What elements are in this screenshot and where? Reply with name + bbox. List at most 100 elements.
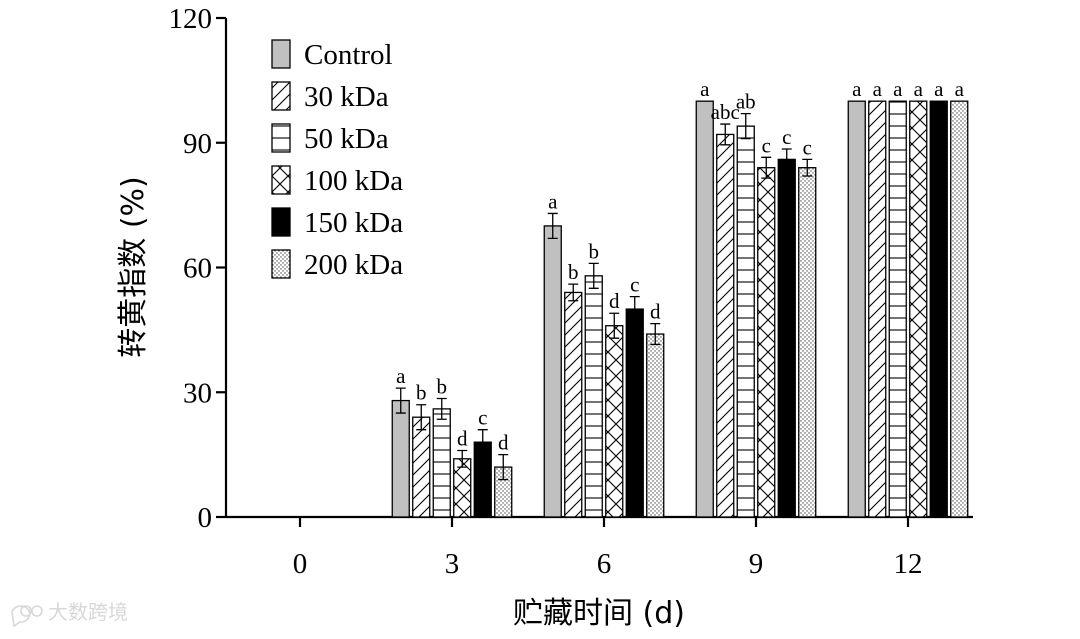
error-bar: [588, 262, 599, 289]
significance-label: c: [762, 133, 771, 157]
bar: [888, 100, 907, 518]
significance-label: ab: [736, 90, 756, 114]
y-tick-label: 0: [198, 502, 213, 534]
significance-label: a: [934, 77, 944, 101]
legend-label: Control: [304, 39, 393, 71]
significance-label: c: [630, 273, 639, 297]
legend-swatch: [271, 123, 291, 153]
significance-label: a: [548, 189, 558, 213]
error-bar: [740, 112, 751, 140]
error-bar: [802, 158, 813, 177]
significance-label: d: [457, 426, 468, 450]
bar: [798, 167, 817, 518]
bar: [391, 399, 410, 518]
error-bar: [395, 387, 406, 414]
legend-swatch: [271, 39, 291, 69]
significance-label: b: [416, 381, 427, 405]
bar: [432, 408, 451, 518]
bar: [736, 125, 755, 518]
error-bar: [761, 156, 772, 179]
error-bar: [720, 123, 731, 146]
significance-label: c: [478, 406, 487, 430]
significance-label: b: [589, 239, 600, 263]
legend-label: 30 kDa: [304, 81, 389, 113]
significance-label: abc: [711, 100, 740, 124]
error-bar: [650, 322, 661, 346]
bar: [412, 416, 431, 518]
legend: Control 30 kDa 50 kDa 100 kDa 150 kDa 200 kDa: [271, 39, 403, 281]
y-tick-label: 120: [169, 3, 213, 35]
legend-item: 30 kDa: [271, 81, 389, 113]
bar: [543, 225, 562, 518]
significance-label: d: [609, 289, 620, 313]
legend-swatch: [271, 249, 291, 279]
legend-item: 200 kDa: [271, 249, 403, 281]
y-tick-label: 30: [183, 377, 212, 409]
error-bar: [436, 397, 447, 420]
x-tick-label: 6: [597, 548, 612, 580]
legend-item: 150 kDa: [271, 207, 403, 239]
error-bar: [629, 295, 640, 323]
bar: [847, 100, 866, 518]
chat-bubble-icon: [11, 605, 43, 628]
bar: [716, 133, 735, 518]
legend-label: 200 kDa: [304, 249, 403, 281]
error-bar: [568, 283, 579, 302]
significance-label: d: [650, 300, 661, 324]
bars: [391, 100, 969, 518]
watermark-text: 大数跨境: [48, 600, 128, 624]
error-bar: [477, 429, 488, 456]
legend-item: 50 kDa: [271, 123, 389, 155]
significance-label: a: [852, 77, 862, 101]
significance-label: c: [782, 125, 791, 149]
significance-label: b: [568, 260, 579, 284]
significance-label: a: [893, 77, 903, 101]
bar: [584, 275, 603, 518]
bar: [950, 100, 969, 518]
x-axis-title: 贮藏时间 (d): [513, 596, 685, 631]
significance-label: a: [914, 77, 924, 101]
y-ticks: 0 30 60 90 120: [169, 3, 226, 534]
x-tick-label: 12: [894, 548, 923, 580]
legend-label: 50 kDa: [304, 123, 389, 155]
bar: [868, 100, 887, 518]
bar: [929, 100, 948, 518]
significance-label: b: [437, 374, 448, 398]
legend-swatch: [271, 165, 291, 195]
y-tick-label: 90: [183, 128, 212, 160]
significance-label: c: [803, 135, 812, 159]
legend-item: 100 kDa: [271, 165, 403, 197]
x-tick-label: 3: [445, 548, 460, 580]
significance-label: a: [955, 77, 965, 101]
bar: [777, 158, 796, 518]
legend-swatch: [271, 207, 291, 237]
error-bar: [609, 312, 620, 339]
bar: [625, 308, 644, 518]
legend-item: Control: [271, 39, 393, 71]
bar: [695, 100, 714, 518]
x-ticks: 0 3 6 9 12: [293, 517, 923, 580]
legend-swatch: [271, 81, 291, 111]
bar: [757, 167, 776, 518]
y-axis-title: 转黄指数 (%): [116, 176, 151, 357]
watermark: 大数跨境: [11, 600, 128, 628]
bar: [646, 333, 665, 518]
error-bar: [498, 453, 509, 481]
bar: [564, 291, 583, 518]
error-bar: [547, 212, 558, 240]
legend-label: 100 kDa: [304, 165, 403, 197]
bar: [605, 325, 624, 518]
x-tick-label: 9: [749, 548, 764, 580]
significance-label: d: [498, 431, 509, 455]
significance-label: a: [396, 364, 406, 388]
y-tick-label: 60: [183, 253, 212, 285]
legend-label: 150 kDa: [304, 207, 403, 239]
x-tick-label: 0: [293, 548, 308, 580]
significance-label: a: [700, 77, 710, 101]
bar: [909, 100, 928, 518]
significance-label: a: [873, 77, 883, 101]
error-bar: [416, 404, 427, 431]
error-bar: [781, 148, 792, 171]
